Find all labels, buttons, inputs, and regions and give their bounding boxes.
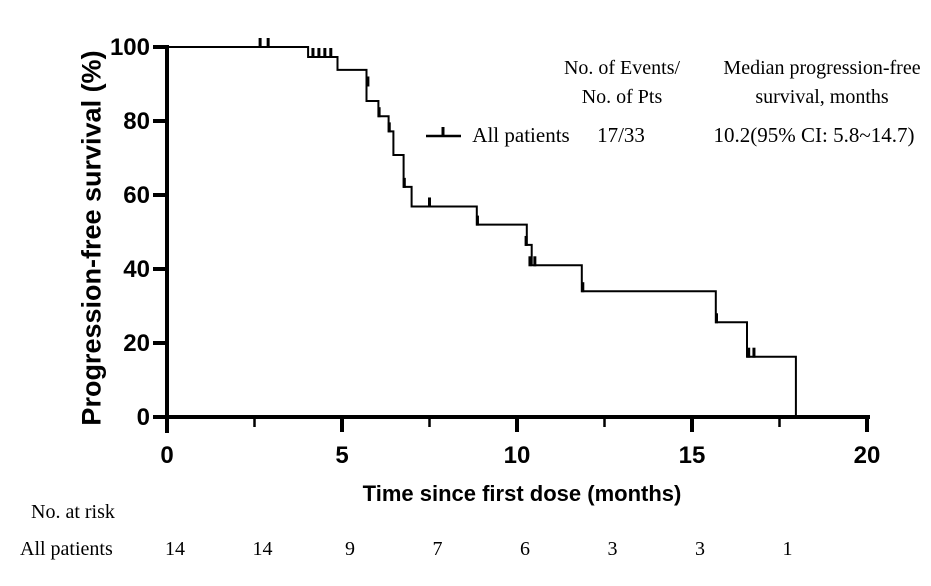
- x-tick-label: 10: [503, 442, 531, 469]
- at-risk-title: No. at risk: [31, 501, 115, 523]
- at-risk-count: 14: [165, 538, 185, 560]
- at-risk-count: 1: [782, 538, 793, 560]
- legend-series-label: All patients: [472, 123, 570, 147]
- axes: [153, 45, 870, 433]
- at-risk-count: 3: [607, 538, 618, 560]
- events-header-line1: No. of Events/: [563, 57, 681, 79]
- at-risk-count: 14: [252, 538, 273, 560]
- y-tick-label: 100: [109, 34, 150, 61]
- legend-median-value: 10.2(95% CI: 5.8~14.7): [713, 123, 915, 147]
- events-header-line2: No. of Pts: [581, 86, 663, 108]
- at-risk-count: 7: [432, 538, 443, 560]
- x-tick-label: 15: [678, 442, 706, 469]
- events-column-header: No. of Events/ No. of Pts: [462, 54, 782, 112]
- x-tick-label: 0: [160, 442, 174, 469]
- y-tick-label: 80: [123, 108, 150, 135]
- at-risk-row-label: All patients: [20, 538, 113, 560]
- legend-events-value: 17/33: [597, 123, 645, 147]
- median-header-line1: Median progression-free: [723, 57, 921, 79]
- at-risk-count: 3: [695, 538, 705, 560]
- legend-censor-symbol: [426, 127, 461, 138]
- y-axis-title: Progression-free survival (%): [76, 50, 107, 426]
- median-header-line2: survival, months: [755, 86, 889, 108]
- y-tick-label: 40: [123, 256, 150, 283]
- censor-ticks: [258, 38, 756, 358]
- x-tick-label: 20: [853, 442, 881, 469]
- at-risk-count: 6: [520, 538, 530, 560]
- y-tick-label: 60: [123, 182, 150, 209]
- x-tick-label: 5: [335, 442, 349, 469]
- y-tick-label: 0: [136, 404, 150, 431]
- median-column-header: Median progression-free survival, months: [662, 54, 931, 112]
- x-axis-title: Time since first dose (months): [362, 481, 682, 506]
- y-tick-label: 20: [123, 330, 150, 357]
- km-curve: [167, 46, 797, 417]
- at-risk-count: 9: [345, 538, 355, 560]
